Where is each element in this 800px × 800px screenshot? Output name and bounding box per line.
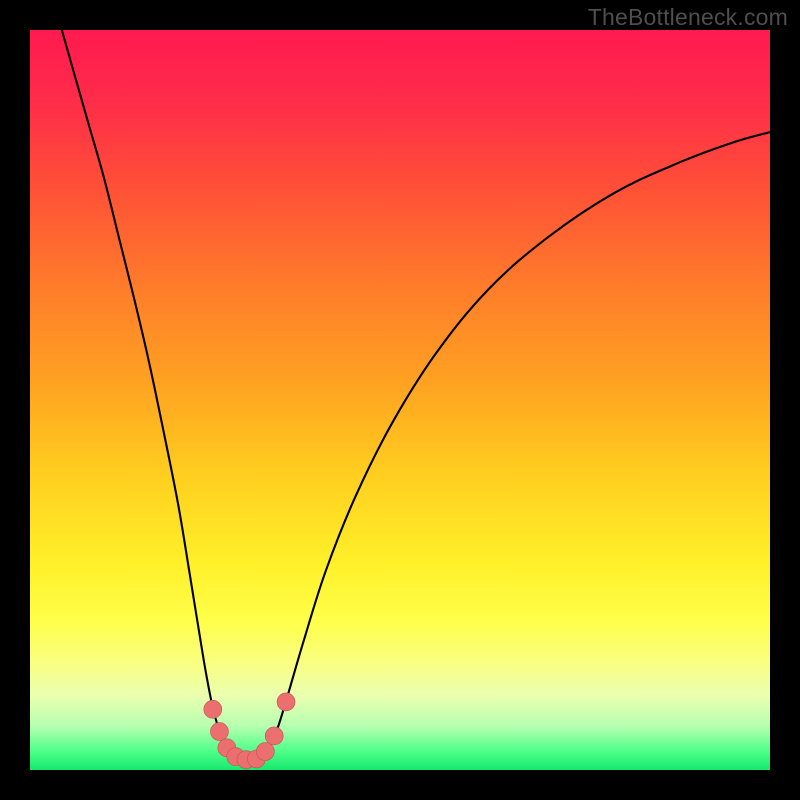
data-marker xyxy=(265,727,283,745)
data-marker xyxy=(277,693,295,711)
data-marker xyxy=(204,700,222,718)
chart-frame: TheBottleneck.com xyxy=(0,0,800,800)
watermark-text: TheBottleneck.com xyxy=(588,4,788,31)
data-marker xyxy=(256,743,274,761)
data-marker xyxy=(210,723,228,741)
gradient-background xyxy=(30,30,770,770)
bottleneck-chart xyxy=(30,30,770,770)
